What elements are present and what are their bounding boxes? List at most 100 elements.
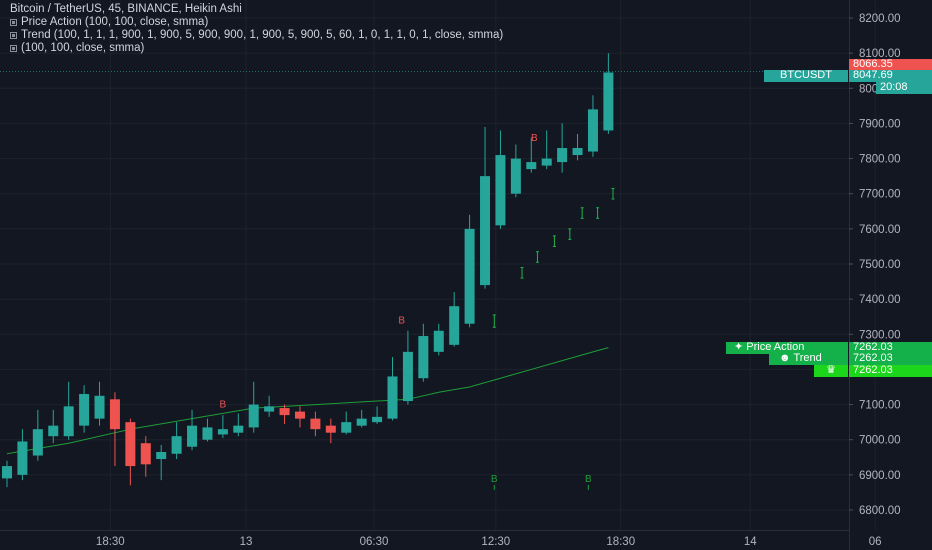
candle-body bbox=[264, 406, 275, 412]
price-action-tag-value: 7262.03 bbox=[853, 341, 893, 353]
price-tick-label: 7600.00 bbox=[859, 224, 901, 236]
last-price-value: 8047.69 bbox=[853, 69, 893, 81]
signal-marker: B bbox=[491, 474, 498, 485]
candle-body bbox=[171, 436, 182, 454]
candle-body bbox=[325, 425, 336, 433]
candle-body bbox=[233, 425, 244, 433]
candle-body bbox=[356, 418, 367, 426]
emoji-icon: ☻ bbox=[779, 352, 791, 364]
candle-body bbox=[187, 425, 198, 447]
trend-label-tag: ☻ Trend bbox=[769, 353, 848, 365]
crown-icon: ♛ bbox=[826, 364, 836, 376]
third-value-tag: 7262.03 bbox=[849, 365, 932, 377]
symbol-label: BTCUSDT bbox=[780, 69, 832, 81]
price-tick-label: 7400.00 bbox=[859, 294, 901, 306]
price-tick-label: 7800.00 bbox=[859, 154, 901, 166]
candle-body bbox=[94, 395, 105, 419]
candle-body bbox=[32, 429, 43, 456]
time-tick-label: 18:30 bbox=[606, 536, 635, 548]
signal-marker: B bbox=[220, 399, 227, 410]
indicator-trend-label: Trend (100, 1, 1, 1, 900, 1, 900, 5, 900… bbox=[21, 29, 504, 41]
indicator-price-action-label: Price Action (100, 100, close, smma) bbox=[21, 16, 209, 28]
legend-indicator-price-action[interactable]: Price Action (100, 100, close, smma) bbox=[10, 16, 503, 29]
last-price-tag: 8047.69 bbox=[849, 70, 932, 82]
countdown-tag: 20:08 bbox=[876, 82, 932, 94]
trend-tag-label: Trend bbox=[793, 352, 822, 364]
candle-body bbox=[63, 406, 74, 437]
candle-body bbox=[480, 176, 491, 286]
candle-body bbox=[202, 427, 213, 440]
indicator-smma-label: (100, 100, close, smma) bbox=[21, 42, 145, 54]
price-tick-label: 7500.00 bbox=[859, 259, 901, 271]
price-tick-label: 8200.00 bbox=[859, 13, 901, 25]
indicator-settings-icon[interactable] bbox=[10, 32, 17, 39]
price-action-value-tag: 7262.03 bbox=[849, 342, 932, 354]
candle-body bbox=[279, 408, 290, 416]
candle-body bbox=[109, 399, 120, 430]
legend-indicator-smma[interactable]: (100, 100, close, smma) bbox=[10, 42, 503, 55]
sparkle-icon: ✦ bbox=[734, 341, 744, 353]
candle-body bbox=[526, 162, 537, 170]
candle-body bbox=[48, 425, 59, 437]
candle-body bbox=[510, 158, 521, 194]
trend-tag-value: 7262.03 bbox=[853, 352, 893, 364]
candle-body bbox=[402, 351, 413, 402]
candle-body bbox=[495, 155, 506, 226]
candle-body bbox=[418, 336, 429, 379]
candle-body bbox=[310, 418, 321, 430]
candle-body bbox=[341, 422, 352, 433]
symbol-title: Bitcoin / TetherUS, 45, BINANCE, Heikin … bbox=[10, 3, 242, 15]
price-action-label-tag: ✦ Price Action bbox=[726, 342, 848, 354]
candle-body bbox=[464, 228, 475, 324]
price-tick-label: 6800.00 bbox=[859, 505, 901, 517]
indicator-settings-icon[interactable] bbox=[10, 45, 17, 52]
indicator-settings-icon[interactable] bbox=[10, 19, 17, 26]
candle-body bbox=[587, 109, 598, 152]
candle-body bbox=[449, 306, 460, 345]
price-tick-label: 7100.00 bbox=[859, 400, 901, 412]
price-tick-label: 7700.00 bbox=[859, 189, 901, 201]
candle-body bbox=[294, 411, 305, 419]
candle-body bbox=[17, 441, 28, 475]
candle-body bbox=[372, 416, 383, 423]
price-tick-label: 7300.00 bbox=[859, 329, 901, 341]
high-price-value: 8066.35 bbox=[853, 58, 893, 70]
candle-body bbox=[2, 466, 12, 479]
price-tick-label: 7900.00 bbox=[859, 118, 901, 130]
legend-title-row: Bitcoin / TetherUS, 45, BINANCE, Heikin … bbox=[10, 3, 503, 16]
candle-body bbox=[248, 404, 259, 428]
high-price-tag: 8066.35 bbox=[849, 59, 932, 71]
candle-body bbox=[79, 394, 90, 426]
candle-body bbox=[603, 72, 614, 131]
candle-body bbox=[217, 429, 228, 435]
price-tick-label: 7000.00 bbox=[859, 435, 901, 447]
candle-body bbox=[387, 376, 398, 419]
countdown-value: 20:08 bbox=[880, 81, 908, 93]
time-tick-label: 18:30 bbox=[96, 536, 125, 548]
third-label-tag: ♛ bbox=[814, 365, 848, 377]
time-tick-label: 14 bbox=[744, 536, 757, 548]
time-tick-label: 06 bbox=[869, 536, 882, 548]
time-tick-label: 12:30 bbox=[481, 536, 510, 548]
candle-body bbox=[433, 330, 444, 352]
signal-marker: B bbox=[585, 474, 592, 485]
time-tick-label: 13 bbox=[240, 536, 253, 548]
candle-body bbox=[541, 158, 552, 166]
candle-body bbox=[572, 148, 583, 156]
candle-body bbox=[125, 422, 136, 467]
candle-body bbox=[140, 443, 151, 465]
signal-marker: B bbox=[531, 133, 538, 144]
candle-body bbox=[557, 148, 568, 163]
chart-legend: Bitcoin / TetherUS, 45, BINANCE, Heikin … bbox=[10, 3, 503, 55]
third-tag-value: 7262.03 bbox=[853, 364, 893, 376]
price-tick-label: 8100.00 bbox=[859, 48, 901, 60]
legend-indicator-trend[interactable]: Trend (100, 1, 1, 1, 900, 1, 900, 5, 900… bbox=[10, 29, 503, 42]
symbol-tag: BTCUSDT bbox=[764, 70, 848, 82]
trend-value-tag: 7262.03 bbox=[849, 353, 932, 365]
candle-body bbox=[156, 452, 167, 460]
price-action-tag-label: Price Action bbox=[746, 341, 805, 353]
price-tick-label: 6900.00 bbox=[859, 470, 901, 482]
signal-marker: B bbox=[398, 316, 405, 327]
